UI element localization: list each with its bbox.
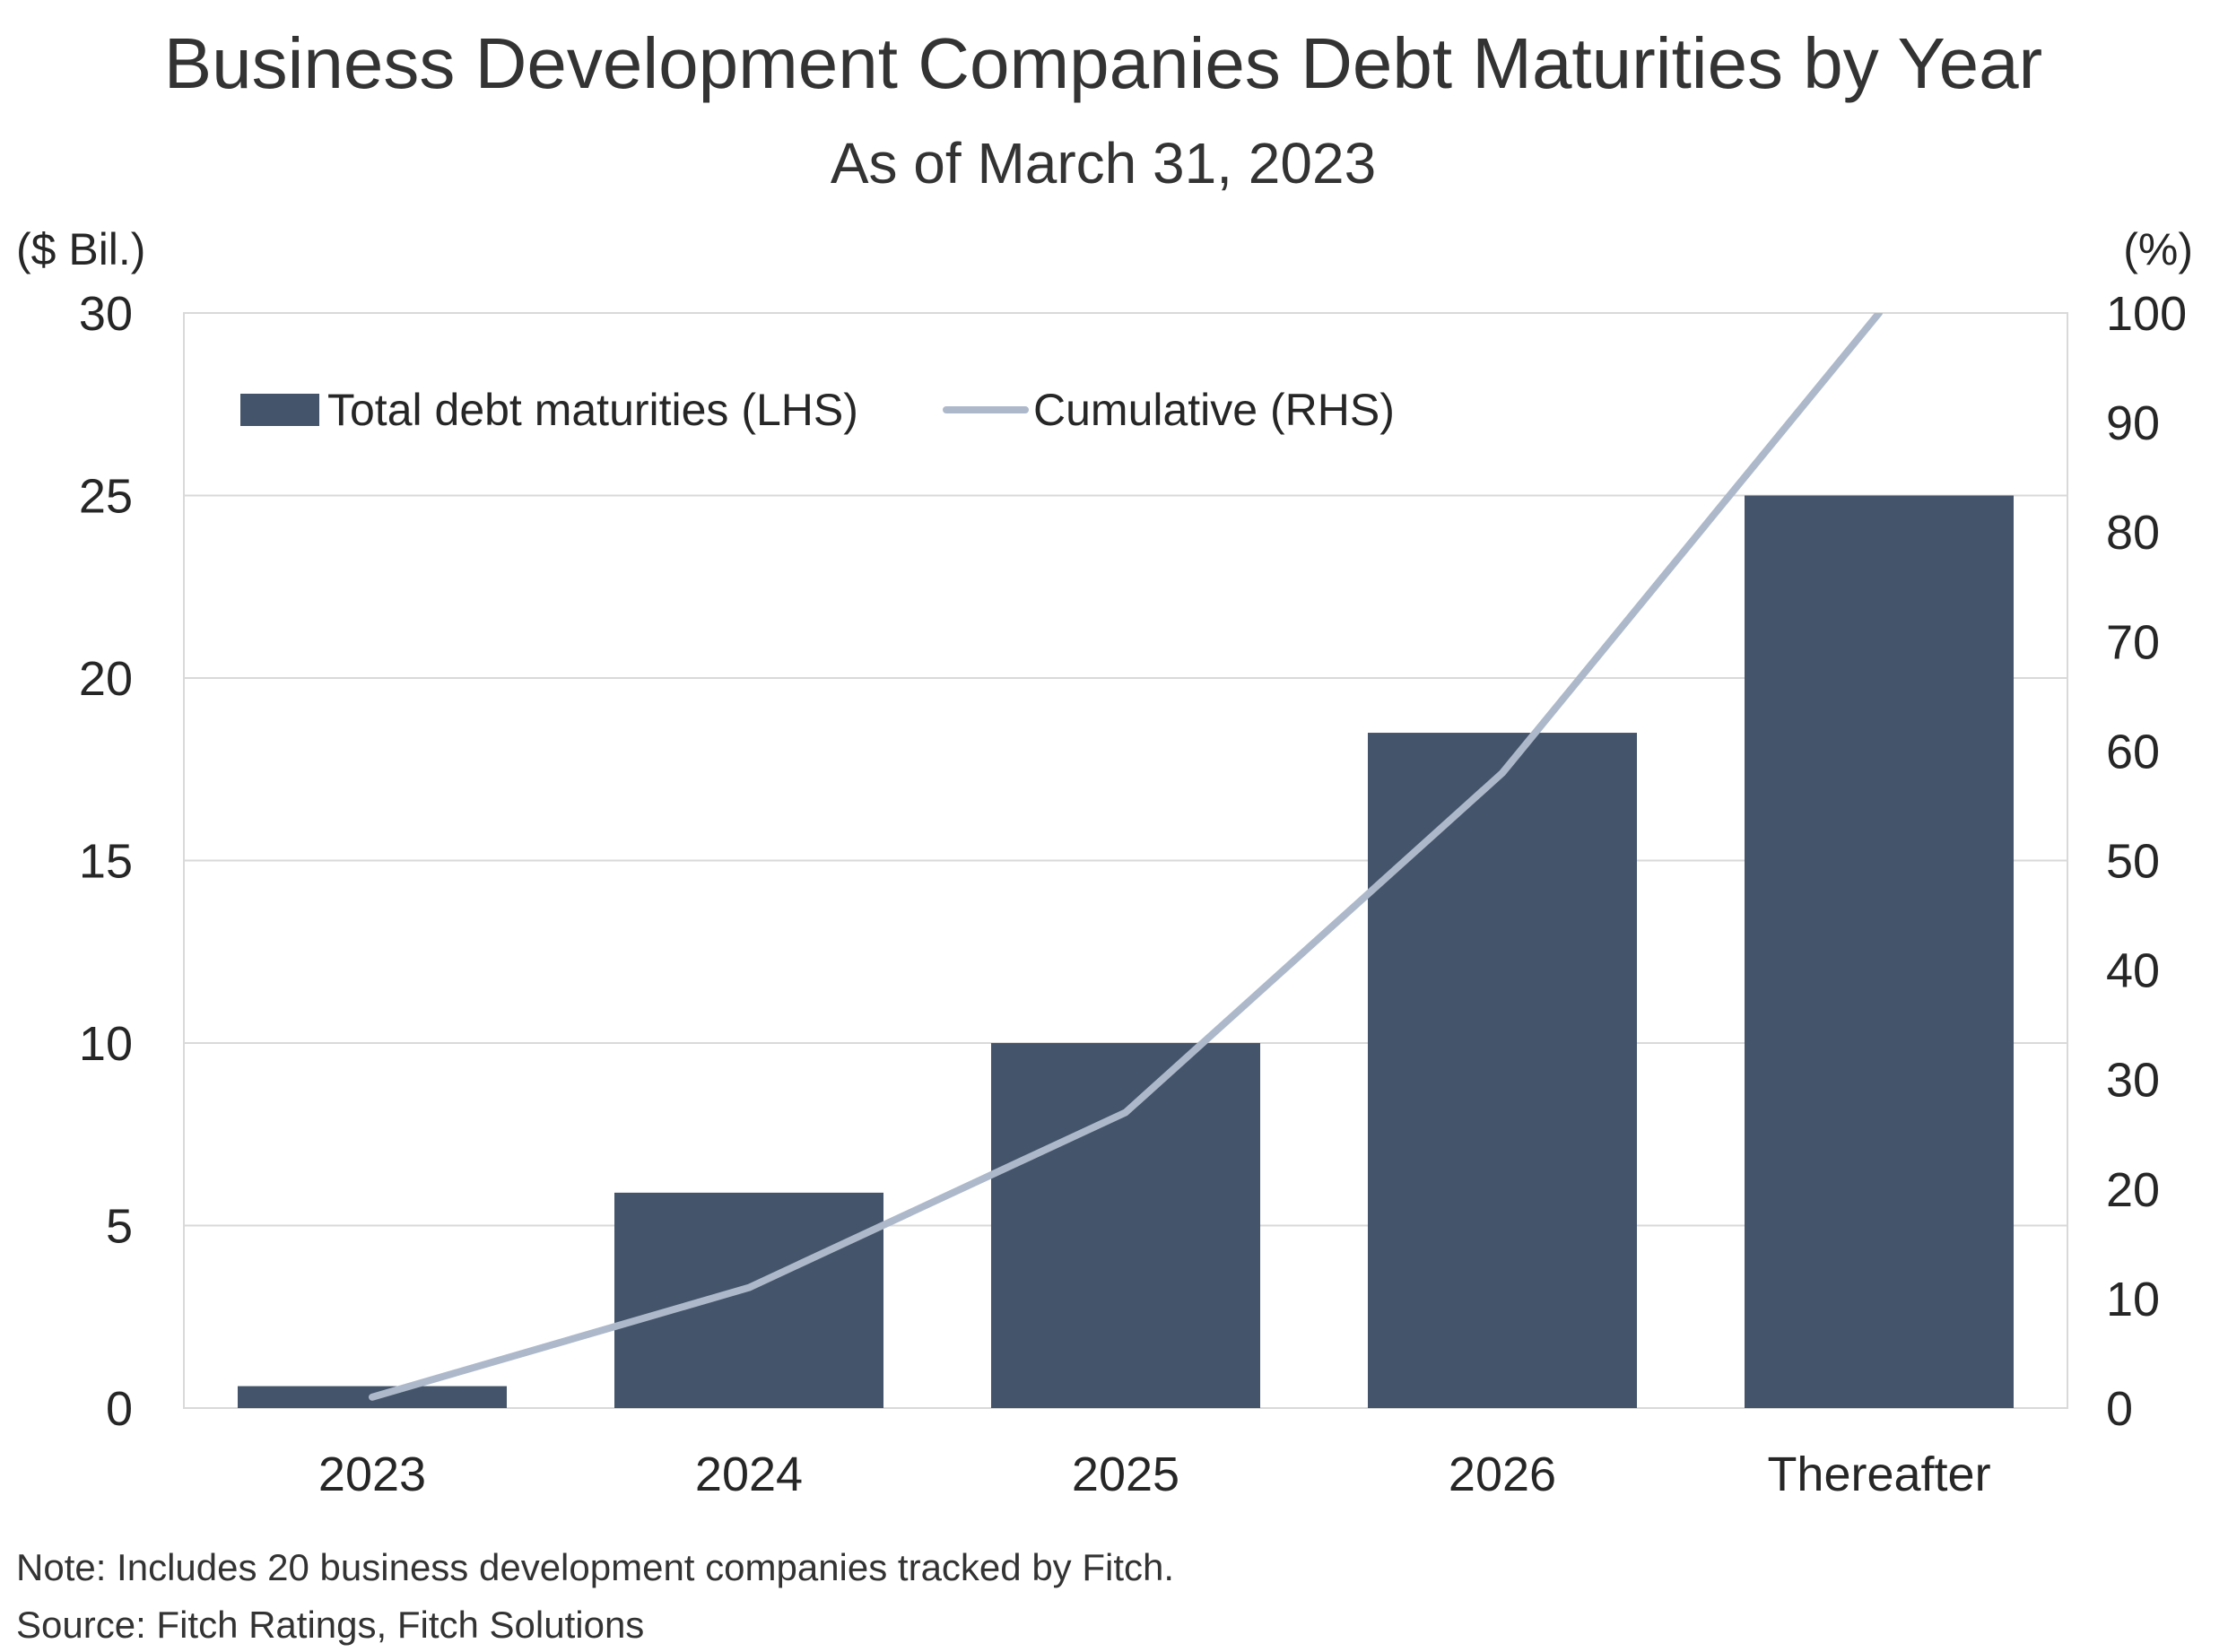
x-tick-label: 2025 — [1072, 1448, 1179, 1501]
right-tick-label: 50 — [2106, 835, 2160, 889]
left-axis: 0 5 10 15 20 25 30 — [79, 287, 133, 1436]
x-tick-label: 2026 — [1449, 1448, 1556, 1501]
right-tick-label: 0 — [2106, 1382, 2133, 1436]
left-tick-label: 10 — [79, 1017, 133, 1071]
chart-title: Business Development Companies Debt Matu… — [164, 23, 2042, 103]
chart-subtitle: As of March 31, 2023 — [831, 131, 1376, 196]
left-tick-label: 25 — [79, 470, 133, 524]
right-tick-label: 90 — [2106, 396, 2160, 450]
x-tick-label: 2023 — [318, 1448, 426, 1501]
x-tick-label: Thereafter — [1767, 1448, 1990, 1501]
bar — [991, 1043, 1260, 1408]
right-tick-label: 70 — [2106, 615, 2160, 669]
right-axis-unit: (%) — [2123, 224, 2193, 274]
bar-series — [238, 495, 2014, 1408]
footnote-source: Source: Fitch Ratings, Fitch Solutions — [16, 1604, 644, 1646]
right-tick-label: 100 — [2106, 287, 2187, 341]
left-axis-unit: ($ Bil.) — [16, 224, 145, 274]
right-tick-label: 30 — [2106, 1054, 2160, 1108]
legend-line-label: Cumulative (RHS) — [1033, 385, 1395, 435]
bar — [1745, 495, 2014, 1408]
right-tick-label: 10 — [2106, 1273, 2160, 1326]
left-tick-label: 15 — [79, 835, 133, 889]
right-tick-label: 80 — [2106, 506, 2160, 560]
bar — [1368, 733, 1637, 1408]
footnote-note: Note: Includes 20 business development c… — [16, 1546, 1174, 1588]
cumulative-line — [369, 313, 1883, 1401]
line-series — [369, 313, 1883, 1401]
right-tick-label: 20 — [2106, 1163, 2160, 1217]
left-tick-label: 5 — [106, 1200, 133, 1254]
gridlines — [183, 312, 2068, 1409]
x-tick-label: 2024 — [695, 1448, 803, 1501]
bar — [614, 1192, 883, 1408]
left-tick-label: 30 — [79, 287, 133, 341]
left-tick-label: 0 — [106, 1382, 133, 1436]
x-axis: 2023 2024 2025 2026 Thereafter — [318, 1448, 1991, 1501]
right-axis: 0 10 20 30 40 50 60 70 80 90 100 — [2106, 287, 2187, 1436]
legend-bar-label: Total debt maturities (LHS) — [327, 385, 858, 435]
right-tick-label: 60 — [2106, 725, 2160, 778]
left-tick-label: 20 — [79, 652, 133, 706]
right-tick-label: 40 — [2106, 944, 2160, 998]
legend-bar-swatch — [240, 394, 319, 426]
legend: Total debt maturities (LHS) Cumulative (… — [240, 385, 1395, 435]
